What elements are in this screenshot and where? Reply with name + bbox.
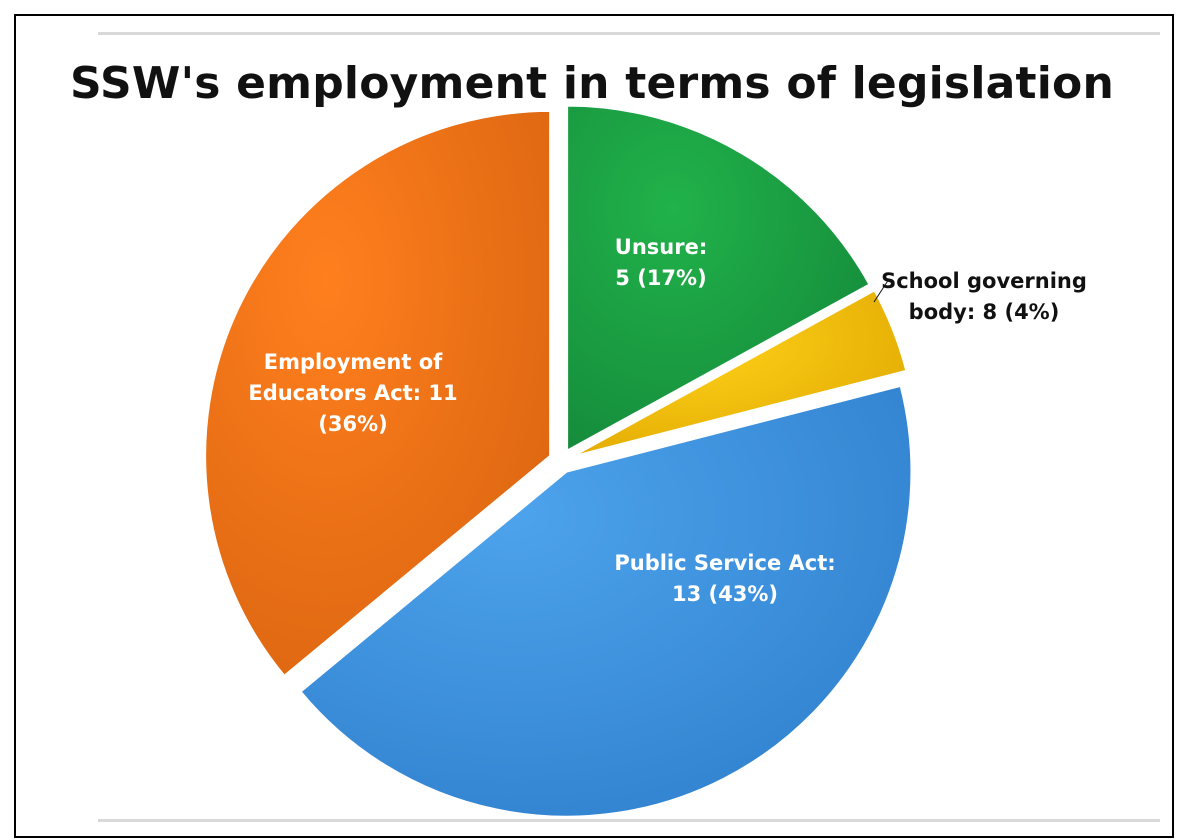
- data-label-line: 5 (17%): [615, 266, 706, 290]
- pie-chart: Unsure: 5 (17%) School governing body: 8 (4…: [204, 104, 1087, 818]
- data-label-line: 13 (43%): [672, 582, 778, 606]
- top-divider: [98, 32, 1160, 35]
- pie-slice-public-service-act: [299, 384, 913, 818]
- data-label-line: Educators Act: 11: [248, 381, 457, 405]
- pie-slice-unsure: [566, 104, 871, 453]
- data-label-line: Unsure:: [615, 235, 707, 259]
- data-label-line: (36%): [318, 412, 387, 436]
- data-label-school-governing-body: School governing body: 8 (4%): [881, 269, 1087, 324]
- pie-slice-school-governing-body: [571, 289, 908, 458]
- data-label-line: Employment of: [264, 350, 443, 374]
- pie-slice-employment-of-educators-act: [204, 109, 552, 678]
- chart-frame: SSW's employment in terms of legislation…: [14, 14, 1174, 838]
- pie-slices: [204, 104, 913, 818]
- chart-title: SSW's employment in terms of legislation: [70, 58, 1114, 109]
- data-label-line: body: 8 (4%): [909, 300, 1060, 324]
- data-label-employment-of-educators-act: Employment of Educators Act: 11 (36%): [248, 350, 457, 436]
- bottom-divider: [98, 819, 1160, 822]
- data-label-line: School governing: [881, 269, 1087, 293]
- data-label-public-service-act: Public Service Act: 13 (43%): [614, 551, 835, 606]
- data-label-line: Public Service Act:: [614, 551, 835, 575]
- slice-labels: Unsure: 5 (17%) School governing body: 8 (4…: [248, 235, 1087, 606]
- label-leader-line: [873, 278, 890, 303]
- data-label-unsure: Unsure: 5 (17%): [615, 235, 707, 290]
